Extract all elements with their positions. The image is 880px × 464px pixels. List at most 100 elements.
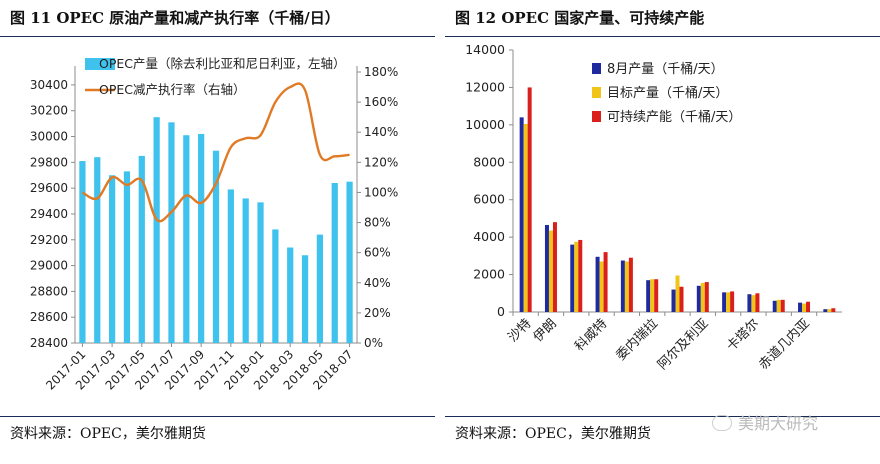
production-bar	[153, 117, 160, 344]
country-bar	[747, 294, 752, 312]
production-bar	[331, 182, 338, 343]
left-y-tick-label: 30000	[30, 130, 68, 144]
production-bar	[168, 122, 175, 343]
country-bar	[654, 279, 659, 312]
production-bar	[346, 181, 353, 343]
production-bar	[123, 171, 131, 343]
country-bar	[578, 239, 583, 312]
left-y-tick-label: 29400	[30, 207, 68, 221]
country-bar	[696, 285, 701, 312]
legend-swatch	[592, 111, 601, 122]
country-bar	[548, 230, 553, 312]
country-bar	[624, 261, 629, 312]
left-source-text: 资料来源：OPEC，美尔雅期货	[10, 426, 206, 442]
legend-swatch-production	[85, 58, 115, 70]
country-bar	[700, 282, 705, 312]
left-y-tick-label: 28400	[30, 336, 68, 350]
country-bar	[823, 309, 828, 312]
production-bar	[212, 150, 220, 343]
country-bar	[776, 299, 781, 312]
country-bar	[802, 303, 807, 312]
x-tick-label: 伊朗	[531, 316, 560, 345]
left-title-bar: 图 11 OPEC 原油产量和减产执行率（千桶/日）	[0, 0, 435, 37]
y-tick-label: 0	[497, 304, 505, 319]
x-tick-label: 委内瑞拉	[613, 316, 661, 364]
right-y-tick-label: 120%	[364, 155, 398, 169]
watermark-text: 美期大研究	[738, 414, 819, 433]
country-bar	[704, 282, 709, 312]
country-bar	[527, 87, 532, 312]
production-bar	[183, 135, 190, 343]
right-chart-svg: 0 2000 4000 6000 8000 10000 12000 14000 沙特伊朗 科威特委…	[465, 42, 842, 373]
right-y-tick-label: 0%	[364, 336, 383, 350]
country-bar	[679, 286, 684, 312]
left-chart-panel: 图 11 OPEC 原油产量和减产执行率（千桶/日） 28400 28600 288…	[0, 0, 435, 464]
country-bar	[620, 260, 625, 312]
production-bar	[316, 234, 324, 343]
left-y-tick-label: 29000	[30, 259, 68, 273]
country-bar	[519, 117, 524, 312]
country-bar	[751, 295, 756, 312]
production-bar	[242, 198, 249, 343]
right-y-tick-label: 80%	[364, 216, 391, 230]
country-bar	[798, 302, 803, 312]
right-y-tick-label: 180%	[364, 65, 398, 79]
country-bar	[675, 275, 680, 312]
left-y-tick-label: 29800	[30, 155, 68, 169]
country-bar	[772, 300, 777, 312]
country-bar	[574, 241, 579, 312]
legend-label: 可持续产能（千桶/天）	[607, 110, 741, 125]
country-bar	[755, 293, 760, 312]
country-bar	[780, 299, 785, 312]
country-bar	[570, 244, 575, 312]
y-tick-label: 8000	[473, 154, 505, 169]
country-bar	[599, 261, 604, 312]
right-title-bar: 图 12 OPEC 国家产量、可持续产能	[445, 0, 880, 37]
y-tick-label: 14000	[465, 42, 505, 57]
country-bar	[646, 280, 651, 312]
country-bar	[544, 224, 549, 312]
production-bar	[138, 155, 145, 343]
left-source-bar: 资料来源：OPEC，美尔雅期货	[0, 416, 435, 447]
wechat-icon	[712, 415, 732, 431]
x-tick-label: 沙特	[505, 316, 534, 345]
production-bar	[272, 229, 279, 343]
left-y-tick-label: 28800	[30, 284, 68, 298]
country-bar	[831, 308, 836, 312]
country-bar	[552, 222, 557, 312]
production-bar	[94, 157, 101, 343]
right-y-tick-label: 20%	[364, 306, 391, 320]
country-bar	[650, 279, 655, 312]
right-source-bar: 资料来源：OPEC，美尔雅期货	[445, 416, 880, 447]
y-tick-label: 10000	[465, 117, 505, 132]
right-source-text: 资料来源：OPEC，美尔雅期货	[455, 426, 651, 442]
right-y-tick-label: 140%	[364, 125, 398, 139]
production-bar	[287, 247, 294, 343]
left-y-tick-label: 29200	[30, 233, 68, 247]
y-tick-label: 12000	[465, 79, 505, 94]
y-tick-label: 4000	[473, 229, 505, 244]
legend-label-production: OPEC产量（除去利比亚和尼日利亚，左轴）	[99, 56, 346, 71]
watermark: 美期大研究	[712, 410, 818, 434]
legend-swatch	[592, 63, 601, 74]
left-chart-title: 图 11 OPEC 原油产量和减产执行率（千桶/日）	[10, 9, 340, 27]
x-tick-label: 科威特	[572, 316, 610, 354]
left-chart-svg: 28400 28600 28800 29000 29200 29400 29600 29800…	[30, 56, 399, 393]
x-tick-label: 阿尔及利亚	[655, 316, 712, 373]
country-bar	[827, 309, 832, 312]
legend-label: 8月产量（千桶/天）	[607, 62, 724, 77]
right-y-tick-label: 160%	[364, 95, 398, 109]
right-y-tick-label: 40%	[364, 276, 391, 290]
country-bar	[726, 292, 731, 312]
y-tick-label: 2000	[473, 267, 505, 282]
country-bar	[603, 252, 608, 312]
left-y-tick-label: 30200	[30, 104, 68, 118]
country-bar	[523, 123, 528, 313]
right-y-tick-label: 60%	[364, 246, 391, 260]
country-bar	[628, 257, 633, 312]
x-tick-label: 卡塔尔	[724, 316, 762, 354]
country-bar	[722, 292, 727, 312]
right-chart-panel: 图 12 OPEC 国家产量、可持续产能 0 2000 4000 6000 8000 10…	[445, 0, 880, 464]
country-bar	[671, 289, 676, 312]
compliance-rate-line	[81, 82, 350, 223]
